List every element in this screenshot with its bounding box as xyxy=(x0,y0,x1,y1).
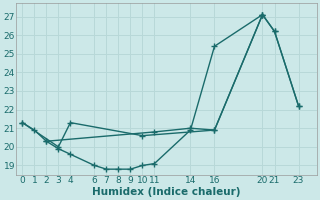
X-axis label: Humidex (Indice chaleur): Humidex (Indice chaleur) xyxy=(92,187,241,197)
